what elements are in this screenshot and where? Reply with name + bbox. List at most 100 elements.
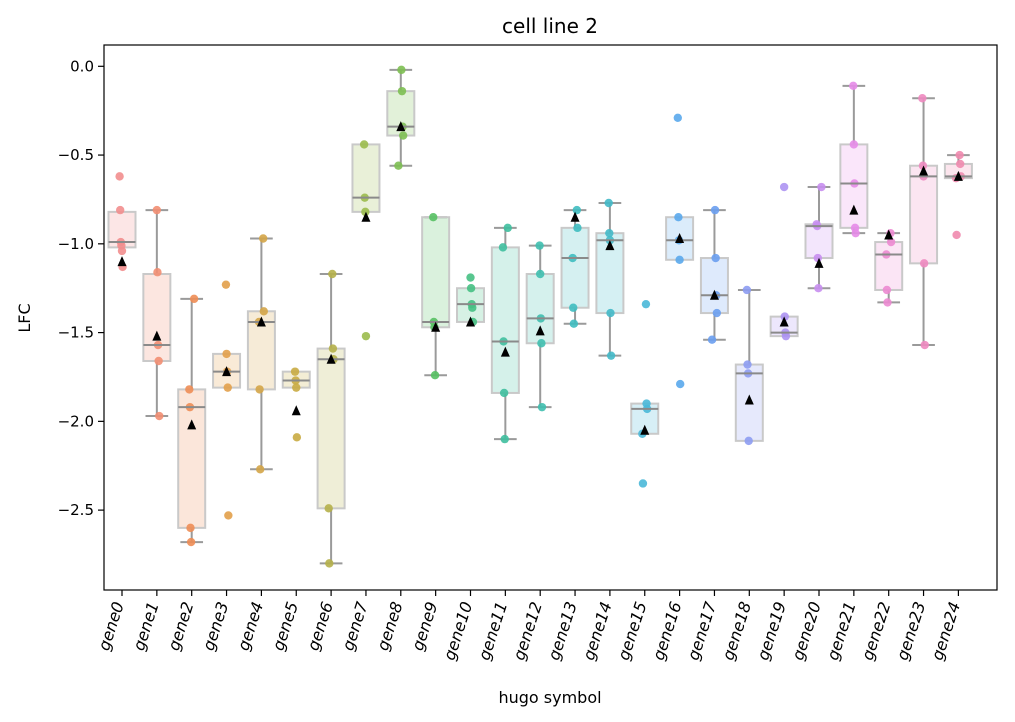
data-point (498, 243, 508, 252)
data-point (259, 234, 268, 243)
data-point (920, 340, 929, 350)
x-tick-label: gene19 (753, 599, 790, 662)
box-group (595, 198, 625, 360)
mean-marker (814, 257, 824, 268)
mean-marker (709, 289, 719, 300)
data-point (154, 356, 163, 366)
data-point (849, 140, 859, 149)
x-tick-label: gene24 (927, 599, 964, 662)
data-point (744, 436, 753, 446)
x-tick-label: gene16 (649, 599, 686, 662)
data-point (712, 308, 722, 318)
data-point (886, 237, 896, 247)
mean-marker (919, 165, 929, 176)
box-group (142, 205, 172, 421)
data-point (155, 411, 164, 421)
data-point (116, 205, 125, 215)
data-point (742, 285, 752, 295)
data-point (710, 205, 720, 215)
mean-marker (500, 346, 510, 357)
box-iqr (490, 246, 520, 394)
mean-marker (466, 316, 475, 327)
box-group (456, 273, 485, 327)
x-tick-label: gene10 (440, 599, 477, 662)
mean-marker (326, 353, 336, 364)
box-group (734, 285, 764, 446)
y-tick-label: −1.5 (58, 324, 94, 342)
data-point (256, 465, 265, 474)
data-point (674, 212, 683, 222)
data-point (186, 523, 195, 533)
data-point (328, 344, 338, 353)
data-point (255, 385, 264, 394)
box-group (281, 367, 311, 442)
data-point (780, 312, 789, 321)
data-point (605, 228, 614, 238)
mean-marker (953, 170, 963, 181)
x-tick-label: gene20 (788, 599, 825, 662)
mean-marker (361, 211, 371, 222)
mean-marker (605, 240, 615, 251)
data-point (606, 351, 616, 360)
x-tick-label: gene4 (234, 599, 268, 653)
x-tick-label: gene3 (199, 599, 233, 653)
data-point (259, 307, 268, 316)
x-tick-label: gene6 (303, 599, 337, 653)
box-group (943, 150, 973, 240)
data-point (499, 388, 509, 398)
mean-marker (675, 233, 685, 244)
plot-frame (103, 44, 998, 591)
box-group (874, 228, 904, 307)
data-point (606, 308, 615, 318)
data-point (535, 241, 544, 250)
mean-marker (396, 121, 406, 132)
data-point (918, 94, 927, 103)
mean-marker (431, 321, 441, 332)
data-point (711, 253, 720, 263)
x-tick-label: gene18 (718, 599, 755, 662)
data-point (292, 433, 302, 442)
mean-marker (744, 394, 754, 405)
data-point (883, 298, 892, 307)
box-group (421, 212, 451, 380)
plot-area (107, 65, 973, 568)
data-point (573, 223, 582, 233)
box-group (212, 280, 242, 520)
data-point (466, 284, 476, 293)
data-point (399, 131, 408, 140)
y-tick-label: −1.0 (58, 235, 94, 253)
box-iqr (421, 216, 451, 329)
data-point (817, 182, 826, 192)
box-group (909, 94, 939, 350)
data-point (468, 303, 477, 312)
x-tick-label: gene12 (509, 599, 546, 662)
data-point (394, 161, 403, 170)
y-axis-label: LFC (15, 303, 34, 332)
y-tick-label: −2.5 (58, 501, 94, 519)
y-tick-label: −2.0 (58, 412, 94, 430)
box-group (525, 241, 555, 412)
box-iqr (909, 164, 939, 265)
data-point (500, 434, 509, 444)
data-point (779, 182, 789, 192)
x-axis-label: hugo symbol (498, 688, 601, 707)
y-tick-label: 0.0 (70, 57, 94, 75)
data-point (466, 273, 475, 282)
x-tick-label: gene13 (544, 599, 581, 662)
data-point (743, 360, 752, 369)
data-point (882, 285, 892, 295)
data-point (675, 255, 684, 265)
data-point (537, 339, 546, 348)
data-point (604, 198, 613, 208)
data-point (638, 479, 648, 488)
chart-title: cell line 2 (502, 14, 598, 38)
data-point (956, 159, 965, 169)
mean-marker (535, 325, 545, 336)
data-point (361, 331, 371, 341)
data-point (290, 367, 300, 376)
mean-marker (849, 204, 859, 215)
x-tick-label: gene5 (268, 599, 302, 653)
box-group (839, 81, 869, 238)
box-group (630, 299, 660, 488)
